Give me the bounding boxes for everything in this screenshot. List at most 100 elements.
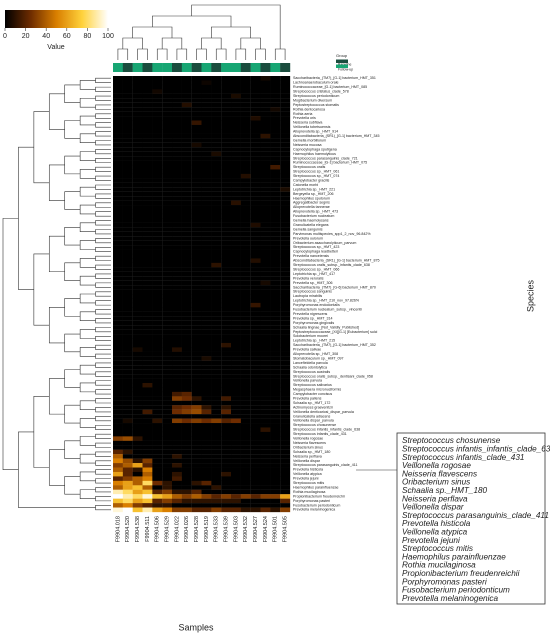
- heatmap-cell: [231, 169, 241, 175]
- heatmap-cell: [240, 338, 251, 344]
- heatmap-cell: [231, 93, 241, 99]
- sample-dendrogram: [117, 4, 286, 60]
- heatmap-cell: [191, 458, 202, 464]
- heatmap-cell: [280, 245, 291, 250]
- heatmap-cell: [152, 405, 163, 410]
- species-label: Leptotrichia sp._HMT_221: [293, 187, 335, 191]
- heatmap-cell: [260, 458, 271, 464]
- heatmap-cell: [191, 400, 202, 406]
- heatmap-cell: [201, 102, 212, 108]
- heatmap-cell: [201, 338, 212, 344]
- heatmap-cell: [122, 133, 133, 139]
- heatmap-cell: [152, 80, 163, 86]
- heatmap-cell: [260, 374, 271, 379]
- heatmap-cell: [231, 133, 241, 139]
- heatmap-cell: [122, 98, 133, 103]
- heatmap-cell: [280, 209, 291, 215]
- heatmap-cell: [280, 200, 291, 206]
- heatmap-cell: [152, 427, 163, 433]
- heatmap-cell: [132, 307, 143, 312]
- heatmap-cell: [181, 320, 192, 326]
- heatmap-cell: [201, 209, 212, 215]
- heatmap-cell: [270, 396, 281, 401]
- heatmap-cell: [240, 356, 251, 361]
- heatmap-cell: [270, 480, 281, 486]
- heatmap-cell: [122, 267, 133, 272]
- heatmap-cell: [240, 334, 251, 339]
- heatmap-cell: [191, 494, 202, 499]
- heatmap-cell: [280, 480, 291, 486]
- heatmap-cell: [231, 205, 241, 210]
- heatmap-cell: [132, 423, 143, 428]
- heatmap-cell: [122, 454, 133, 459]
- heatmap-cell: [201, 360, 212, 366]
- heatmap-cell: [132, 173, 143, 179]
- heatmap-cell: [142, 169, 153, 175]
- heatmap-cell: [211, 463, 222, 468]
- species-label: Prevotella histicola: [293, 468, 323, 472]
- heatmap-cell: [172, 169, 182, 175]
- heatmap-cell: [231, 89, 241, 94]
- heatmap-cell: [211, 120, 222, 126]
- heatmap-cell: [122, 458, 133, 464]
- heatmap-cell: [181, 196, 192, 201]
- heatmap-cell: [201, 187, 212, 192]
- heatmap-cell: [250, 503, 261, 508]
- heatmap-cell: [221, 311, 232, 317]
- heatmap-cell: [231, 400, 241, 406]
- heatmap-cell: [122, 129, 133, 134]
- y-axis-label: Species: [525, 279, 535, 312]
- heatmap-cell: [162, 463, 173, 468]
- heatmap-cell: [250, 156, 261, 161]
- heatmap-cell: [132, 387, 143, 393]
- heatmap-cell: [181, 440, 192, 446]
- heatmap-cell: [231, 480, 241, 486]
- heatmap-cell: [132, 191, 143, 197]
- sample-label: F9904.524: [263, 516, 269, 542]
- heatmap-cell: [270, 382, 281, 388]
- heatmap-cell: [181, 311, 192, 317]
- heatmap-cell: [231, 164, 241, 170]
- heatmap-cell: [280, 169, 291, 175]
- heatmap-cell: [122, 289, 133, 295]
- heatmap-cell: [172, 111, 182, 117]
- heatmap-cell: [191, 294, 202, 299]
- heatmap-cell: [181, 369, 192, 375]
- heatmap-cell: [240, 98, 251, 103]
- heatmap-cell: [280, 164, 291, 170]
- heatmap-cell: [162, 191, 173, 197]
- heatmap-cell: [260, 405, 271, 410]
- heatmap-cell: [250, 374, 261, 379]
- species-label: Alloprevotella tannerae: [293, 205, 330, 209]
- heatmap-cell: [201, 80, 212, 86]
- heatmap-cell: [221, 382, 232, 388]
- heatmap-cell: [132, 431, 143, 437]
- species-label: Streptococcus infantis_clade_431: [293, 432, 347, 436]
- heatmap-cell: [142, 436, 153, 441]
- heatmap-cell: [122, 507, 133, 513]
- heatmap-cell: [162, 374, 173, 379]
- heatmap-cell: [201, 196, 212, 201]
- heatmap-cell: [181, 262, 192, 268]
- heatmap-cell: [221, 218, 232, 223]
- heatmap-cell: [122, 249, 133, 255]
- heatmap-cell: [280, 240, 291, 246]
- heatmap-cell: [280, 498, 291, 504]
- heatmap-cell: [113, 391, 123, 397]
- heatmap-cell: [191, 382, 202, 388]
- heatmap-cell: [201, 387, 212, 393]
- heatmap-cell: [152, 102, 163, 108]
- heatmap-cell: [162, 129, 173, 134]
- sample-label: F9904.529: [165, 516, 171, 542]
- heatmap-cell: [162, 378, 173, 384]
- heatmap-cell: [260, 356, 271, 361]
- heatmap-cell: [280, 253, 291, 259]
- heatmap-cell: [270, 329, 281, 335]
- heatmap-cell: [221, 231, 232, 237]
- heatmap-cell: [270, 236, 281, 241]
- heatmap-cell: [113, 133, 123, 139]
- heatmap-cell: [113, 302, 123, 308]
- heatmap-cell: [113, 253, 123, 259]
- heatmap-cell: [152, 485, 163, 490]
- heatmap-cell: [240, 436, 251, 441]
